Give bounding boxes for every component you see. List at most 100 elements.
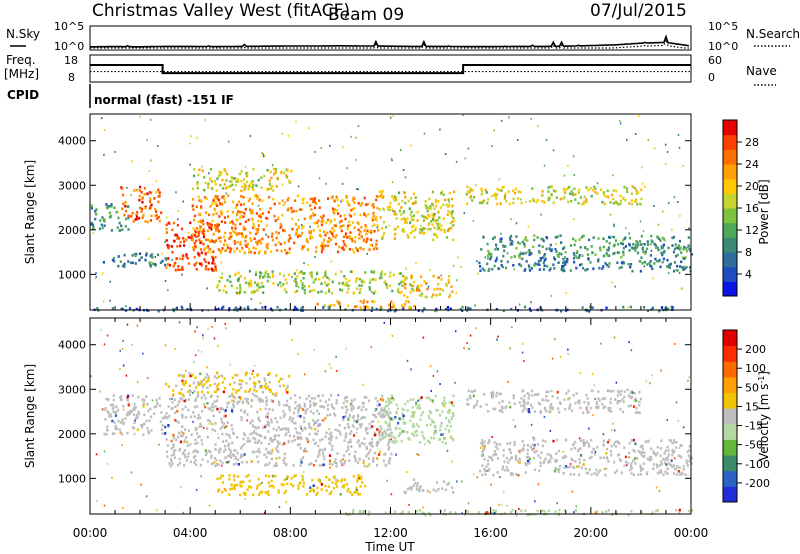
power-cell <box>594 187 597 190</box>
power-cell <box>222 243 226 246</box>
power-cell <box>181 257 184 261</box>
velocity-cell <box>401 430 404 433</box>
power-cell <box>228 275 231 278</box>
velocity-speckle <box>473 473 475 476</box>
power-cell <box>333 199 336 203</box>
velocity-cell <box>211 422 214 426</box>
velocity-cell <box>395 403 398 407</box>
power-cell <box>247 218 250 222</box>
power-cell <box>203 188 206 192</box>
power-cell <box>365 240 368 244</box>
power-cell <box>622 305 625 309</box>
power-cell <box>243 212 246 215</box>
velocity-cell <box>278 380 281 383</box>
power-cell <box>372 292 375 295</box>
power-cell <box>322 306 325 309</box>
power-cell <box>324 271 327 275</box>
power-speckle <box>518 303 521 306</box>
velocity-speckle <box>446 449 449 452</box>
power-cell <box>326 284 329 287</box>
velocity-cell <box>671 448 674 452</box>
power-cell <box>683 257 686 260</box>
power-cell <box>566 257 569 261</box>
power-cell <box>274 168 277 171</box>
power-cell <box>302 276 305 280</box>
power-speckle <box>196 136 198 139</box>
power-cell <box>576 250 579 253</box>
power-cell <box>562 261 565 264</box>
power-speckle <box>342 146 344 149</box>
velocity-cell <box>557 470 560 474</box>
power-cell <box>323 245 326 248</box>
power-cell <box>503 249 506 253</box>
velocity-cell <box>263 453 266 456</box>
velocity-cell <box>440 422 443 425</box>
velocity-cell <box>318 453 321 456</box>
velocity-cell <box>240 416 243 419</box>
power-cell <box>392 273 395 277</box>
velocity-cell <box>317 479 320 482</box>
velocity-cell <box>331 405 334 409</box>
power-cell <box>207 213 211 217</box>
power-cell <box>219 249 222 253</box>
power-cell <box>257 282 260 285</box>
power-speckle <box>389 116 392 119</box>
power-speckle <box>265 233 267 236</box>
power-cell <box>251 186 254 189</box>
power-cell <box>409 231 412 235</box>
velocity-speckle <box>532 436 535 439</box>
velocity-cell <box>336 452 339 455</box>
power-cell <box>328 307 331 311</box>
velocity-cell <box>557 449 560 453</box>
power-cell <box>630 199 633 202</box>
velocity-cell <box>269 388 272 392</box>
velocity-cell <box>427 414 430 418</box>
power-cell <box>221 247 224 250</box>
power-cell <box>262 291 265 294</box>
power-cell <box>623 237 626 241</box>
velocity-ytick-label: 1000 <box>58 472 86 485</box>
velocity-cell <box>329 438 332 442</box>
power-cell <box>222 305 225 309</box>
power-cell <box>230 179 233 183</box>
power-cell <box>514 187 517 191</box>
power-cell <box>471 189 474 192</box>
power-cell <box>243 182 246 186</box>
velocity-cell <box>435 408 438 412</box>
power-cell <box>182 254 185 258</box>
power-cell <box>318 277 321 281</box>
velocity-cell <box>308 463 311 466</box>
velocity-cell <box>122 422 125 425</box>
velocity-cell <box>345 512 348 515</box>
velocity-cell <box>269 452 272 456</box>
power-cell <box>585 198 588 201</box>
velocity-cell <box>504 469 507 472</box>
velocity-cell <box>161 432 164 436</box>
velocity-cell <box>582 411 585 415</box>
velocity-cell <box>326 407 330 411</box>
velocity-cell <box>189 374 192 378</box>
velocity-cell <box>415 487 418 491</box>
power-cell <box>439 287 442 291</box>
power-cell <box>371 216 374 220</box>
velocity-cell <box>322 405 326 409</box>
velocity-cell <box>365 408 368 411</box>
velocity-cell <box>182 375 185 378</box>
power-cell <box>256 195 259 198</box>
velocity-speckle <box>613 336 616 339</box>
velocity-speckle <box>98 390 101 393</box>
velocity-cell <box>272 427 275 431</box>
power-cell <box>431 223 434 226</box>
velocity-speckle <box>136 324 139 327</box>
power-cell <box>226 279 229 282</box>
velocity-cell <box>180 430 183 434</box>
power-cell <box>300 270 303 273</box>
velocity-speckle <box>406 359 409 362</box>
velocity-cell <box>303 449 306 453</box>
velocity-speckle <box>514 425 517 428</box>
velocity-cell <box>147 430 150 433</box>
power-cell <box>404 201 407 205</box>
power-cell <box>195 239 198 243</box>
velocity-cell <box>356 418 359 422</box>
velocity-cell <box>387 413 390 417</box>
